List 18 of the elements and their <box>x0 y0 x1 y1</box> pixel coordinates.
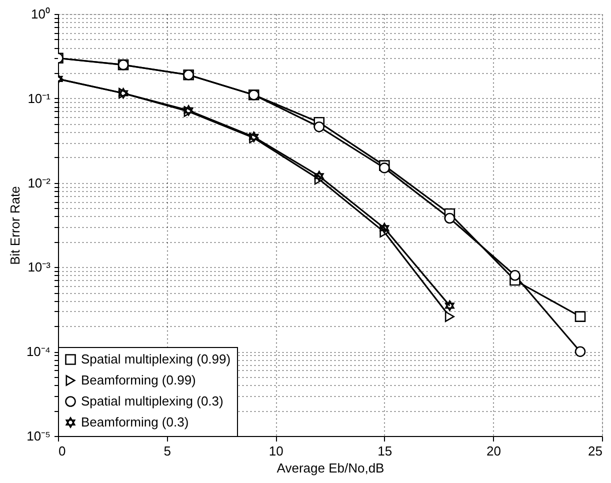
x-tick-label: 25 <box>588 444 602 458</box>
x-tick-label: 20 <box>486 444 501 458</box>
y-tick-label: 10⁰ <box>31 6 50 22</box>
y-tick-label: 10⁻⁴ <box>26 344 50 360</box>
x-axis-title: Average Eb/No,dB <box>276 460 384 476</box>
legend-label: Spatial multiplexing (0.3) <box>81 394 224 408</box>
x-tick-label: 15 <box>378 444 392 458</box>
y-tick-label: 10⁻⁵ <box>26 428 50 444</box>
x-tick-label: 5 <box>164 444 171 458</box>
y-axis-title: Bit Error Rate <box>7 186 22 265</box>
x-tick-label: 10 <box>268 444 284 458</box>
y-tick-label: 10⁻¹ <box>28 90 52 106</box>
y-tick-label: 10⁻³ <box>28 260 52 275</box>
x-tick-label: 0 <box>58 444 66 458</box>
legend-label: Beamforming (0.99) <box>81 372 196 388</box>
legend-label: Spatial multiplexing (0.99) <box>81 352 231 366</box>
y-tick-label: 10⁻² <box>28 175 52 190</box>
legend-label: Beamforming (0.3) <box>81 414 189 430</box>
